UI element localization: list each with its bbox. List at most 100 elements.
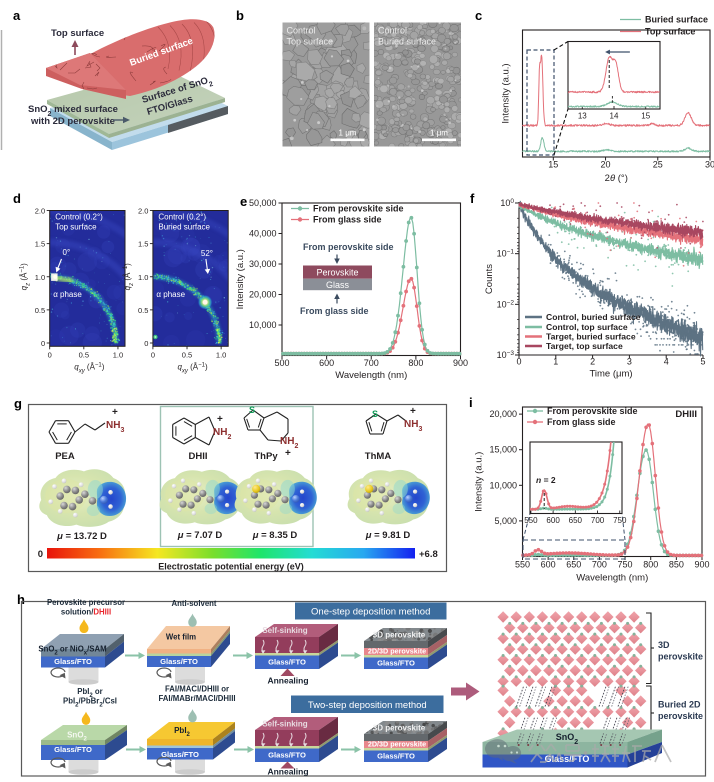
svg-text:1 μm: 1 μm <box>430 129 448 138</box>
svg-text:Control: Control <box>378 26 407 36</box>
svg-text:Glass: Glass <box>326 280 350 290</box>
svg-text:750: 750 <box>618 559 633 569</box>
svg-text:2: 2 <box>590 357 595 367</box>
svg-text:Control, buried surface: Control, buried surface <box>546 312 641 322</box>
svg-text:Time (μm): Time (μm) <box>589 369 632 380</box>
svg-text:NH3: NH3 <box>106 420 124 434</box>
svg-text:5,000: 5,000 <box>494 516 517 526</box>
svg-text:10−2: 10−2 <box>497 299 515 310</box>
svg-text:Wavelength (nm): Wavelength (nm) <box>576 573 648 584</box>
svg-text:850: 850 <box>669 559 684 569</box>
svg-text:700: 700 <box>364 358 379 368</box>
svg-text:Glass/FTO: Glass/FTO <box>268 658 306 667</box>
svg-text:Perovskite: Perovskite <box>316 268 358 278</box>
svg-text:Annealing: Annealing <box>267 676 308 686</box>
svg-text:Wet film: Wet film <box>166 633 196 642</box>
svg-text:Top surface: Top surface <box>645 27 695 37</box>
svg-text:900: 900 <box>694 559 709 569</box>
svg-text:Control, top surface: Control, top surface <box>546 322 628 332</box>
svg-text:g: g <box>14 396 22 411</box>
svg-text:From perovskite side: From perovskite side <box>303 242 394 252</box>
svg-text:600: 600 <box>546 516 560 525</box>
svg-text:10−1: 10−1 <box>497 248 515 259</box>
svg-text:DHII: DHII <box>189 451 208 462</box>
svg-text:750: 750 <box>613 516 627 525</box>
svg-text:d: d <box>13 191 21 206</box>
svg-text:2.0: 2.0 <box>35 207 45 216</box>
svg-text:Electrostatic potential energy: Electrostatic potential energy (eV) <box>158 562 304 572</box>
svg-text:Control: Control <box>287 26 316 36</box>
svg-text:Buried surface: Buried surface <box>378 37 436 47</box>
svg-text:DHIII: DHIII <box>675 409 697 420</box>
svg-text:10,000: 10,000 <box>249 320 277 330</box>
svg-text:Target, top surface: Target, top surface <box>546 341 623 351</box>
svg-text:15: 15 <box>548 160 558 170</box>
svg-text:Intensity (a.u.): Intensity (a.u.) <box>474 452 485 512</box>
svg-text:Glass/FTO: Glass/FTO <box>54 745 92 754</box>
svg-text:10,000: 10,000 <box>489 480 517 490</box>
svg-text:Perovskite precursor: Perovskite precursor <box>47 598 125 607</box>
svg-text:μ = 9.81 D: μ = 9.81 D <box>365 530 411 541</box>
svg-text:S: S <box>249 405 255 415</box>
svg-text:100: 100 <box>500 198 514 209</box>
svg-text:0: 0 <box>38 549 43 560</box>
svg-text:550: 550 <box>524 516 538 525</box>
svg-text:4: 4 <box>664 357 669 367</box>
svg-text:0.5: 0.5 <box>79 350 89 359</box>
svg-text:2.0: 2.0 <box>138 207 148 216</box>
svg-text:From perovskite side: From perovskite side <box>547 406 638 416</box>
svg-text:0: 0 <box>48 350 52 359</box>
svg-text:From glass side: From glass side <box>547 417 616 427</box>
svg-text:20,000: 20,000 <box>249 290 277 300</box>
svg-text:800: 800 <box>643 559 658 569</box>
svg-text:ThMA: ThMA <box>365 451 392 462</box>
svg-text:500: 500 <box>274 358 289 368</box>
svg-text:1.5: 1.5 <box>35 240 45 249</box>
svg-text:Self-sinking: Self-sinking <box>262 626 307 635</box>
svg-text:Self-sinking: Self-sinking <box>262 720 307 729</box>
svg-text:f: f <box>470 191 475 206</box>
svg-text:Buried surface: Buried surface <box>645 15 708 25</box>
svg-text:From perovskite side: From perovskite side <box>313 204 404 214</box>
svg-text:Top surface: Top surface <box>287 37 334 47</box>
svg-text:2D/3D perovskite: 2D/3D perovskite <box>368 740 426 749</box>
svg-text:α phase: α phase <box>156 290 185 299</box>
svg-text:From glass side: From glass side <box>300 306 369 316</box>
svg-text:0°: 0° <box>63 248 71 257</box>
svg-text:1.0: 1.0 <box>113 350 123 359</box>
svg-text:0.5: 0.5 <box>138 306 148 315</box>
svg-text:i: i <box>469 395 473 410</box>
svg-text:One-step deposition method: One-step deposition method <box>311 607 430 618</box>
svg-text:b: b <box>236 8 244 23</box>
svg-text:S: S <box>372 409 378 419</box>
svg-text:+: + <box>217 414 223 425</box>
svg-text:Buried 2D: Buried 2D <box>658 700 701 710</box>
svg-text:with 2D perovskite: with 2D perovskite <box>30 116 115 127</box>
svg-text:1.0: 1.0 <box>138 273 148 282</box>
svg-text:1 μm: 1 μm <box>339 129 357 138</box>
svg-text:3D: 3D <box>658 640 670 650</box>
svg-text:qxy (Å−1): qxy (Å−1) <box>74 362 105 374</box>
svg-text:650: 650 <box>566 559 581 569</box>
svg-text:FAI/MABr/MACl/DHIII: FAI/MABr/MACl/DHIII <box>158 694 235 703</box>
svg-text:1.0: 1.0 <box>216 350 226 359</box>
svg-text:μ = 7.07 D: μ = 7.07 D <box>177 530 223 541</box>
svg-text:qz (Å−1): qz (Å−1) <box>20 263 32 291</box>
svg-text:2θ (°): 2θ (°) <box>605 173 628 184</box>
svg-text:Wavelength (nm): Wavelength (nm) <box>335 370 407 381</box>
svg-text:Target, buried surface: Target, buried surface <box>546 332 636 342</box>
svg-text:15,000: 15,000 <box>489 445 517 455</box>
svg-text:e: e <box>240 194 247 209</box>
svg-text:Annealing: Annealing <box>267 767 308 777</box>
svg-text:3D perovskite: 3D perovskite <box>373 631 426 640</box>
svg-text:1: 1 <box>553 357 558 367</box>
svg-text:Glass/FTO: Glass/FTO <box>54 657 92 666</box>
svg-text:5: 5 <box>700 357 705 367</box>
svg-text:700: 700 <box>591 516 605 525</box>
svg-text:3: 3 <box>627 357 632 367</box>
svg-text:NH2: NH2 <box>280 436 298 450</box>
svg-text:550: 550 <box>515 559 530 569</box>
svg-text:40,000: 40,000 <box>249 229 277 239</box>
svg-text:0: 0 <box>516 357 521 367</box>
svg-text:Counts: Counts <box>484 264 495 294</box>
